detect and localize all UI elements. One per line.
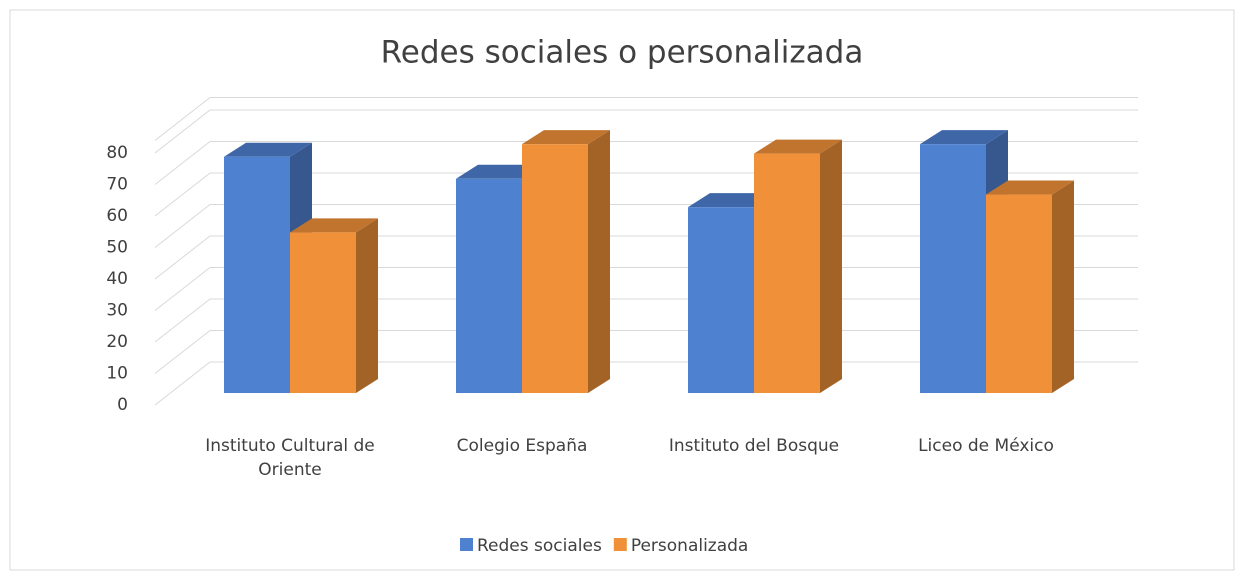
bar-side [820,139,842,393]
grid-line [154,361,211,406]
grid-line [154,109,211,154]
y-tick-label: 60 [106,206,128,226]
bar-side [356,218,378,393]
grid-line [154,330,211,374]
y-tick-label: 50 [106,238,128,258]
bar-top [986,180,1074,195]
legend-label: Personalizada [631,536,749,556]
chart-title: Redes sociales o personalizada [381,35,864,71]
bar-top [920,130,1008,145]
x-tick-label: Instituto del Bosque [668,436,840,456]
bar [290,232,356,393]
bar [754,153,820,393]
legend-swatch [613,538,627,551]
legend-swatch [460,538,473,551]
x-tick-label: Liceo de México [918,436,1054,456]
bar-top [754,139,842,154]
bar-side [588,130,610,393]
bar [456,178,522,393]
grid-line [154,235,211,280]
grid-line [154,204,211,248]
grid-line [154,172,211,217]
y-tick-label: 30 [106,301,128,321]
y-tick-label: 40 [106,269,128,289]
x-tick-label: Instituto Cultural de Oriente [205,436,375,480]
bar [224,156,290,393]
bar-top [290,218,378,233]
wall-top [154,97,211,141]
bar [688,207,754,393]
bar-top [224,142,312,157]
grid-line [154,298,211,343]
y-tick-label: 10 [106,364,128,384]
y-tick-label: 20 [106,332,128,352]
grid-line [154,141,211,185]
grid-line [154,267,211,311]
bar-top [522,130,610,145]
y-tick-label: 0 [117,395,128,415]
legend-label: Redes sociales [477,536,602,556]
bar [920,144,986,393]
x-tick-label: Colegio España [456,436,588,456]
bar-side [1052,180,1074,393]
bar [986,194,1052,393]
y-tick-label: 80 [106,143,128,163]
bar [522,144,588,393]
y-tick-label: 70 [106,175,128,195]
